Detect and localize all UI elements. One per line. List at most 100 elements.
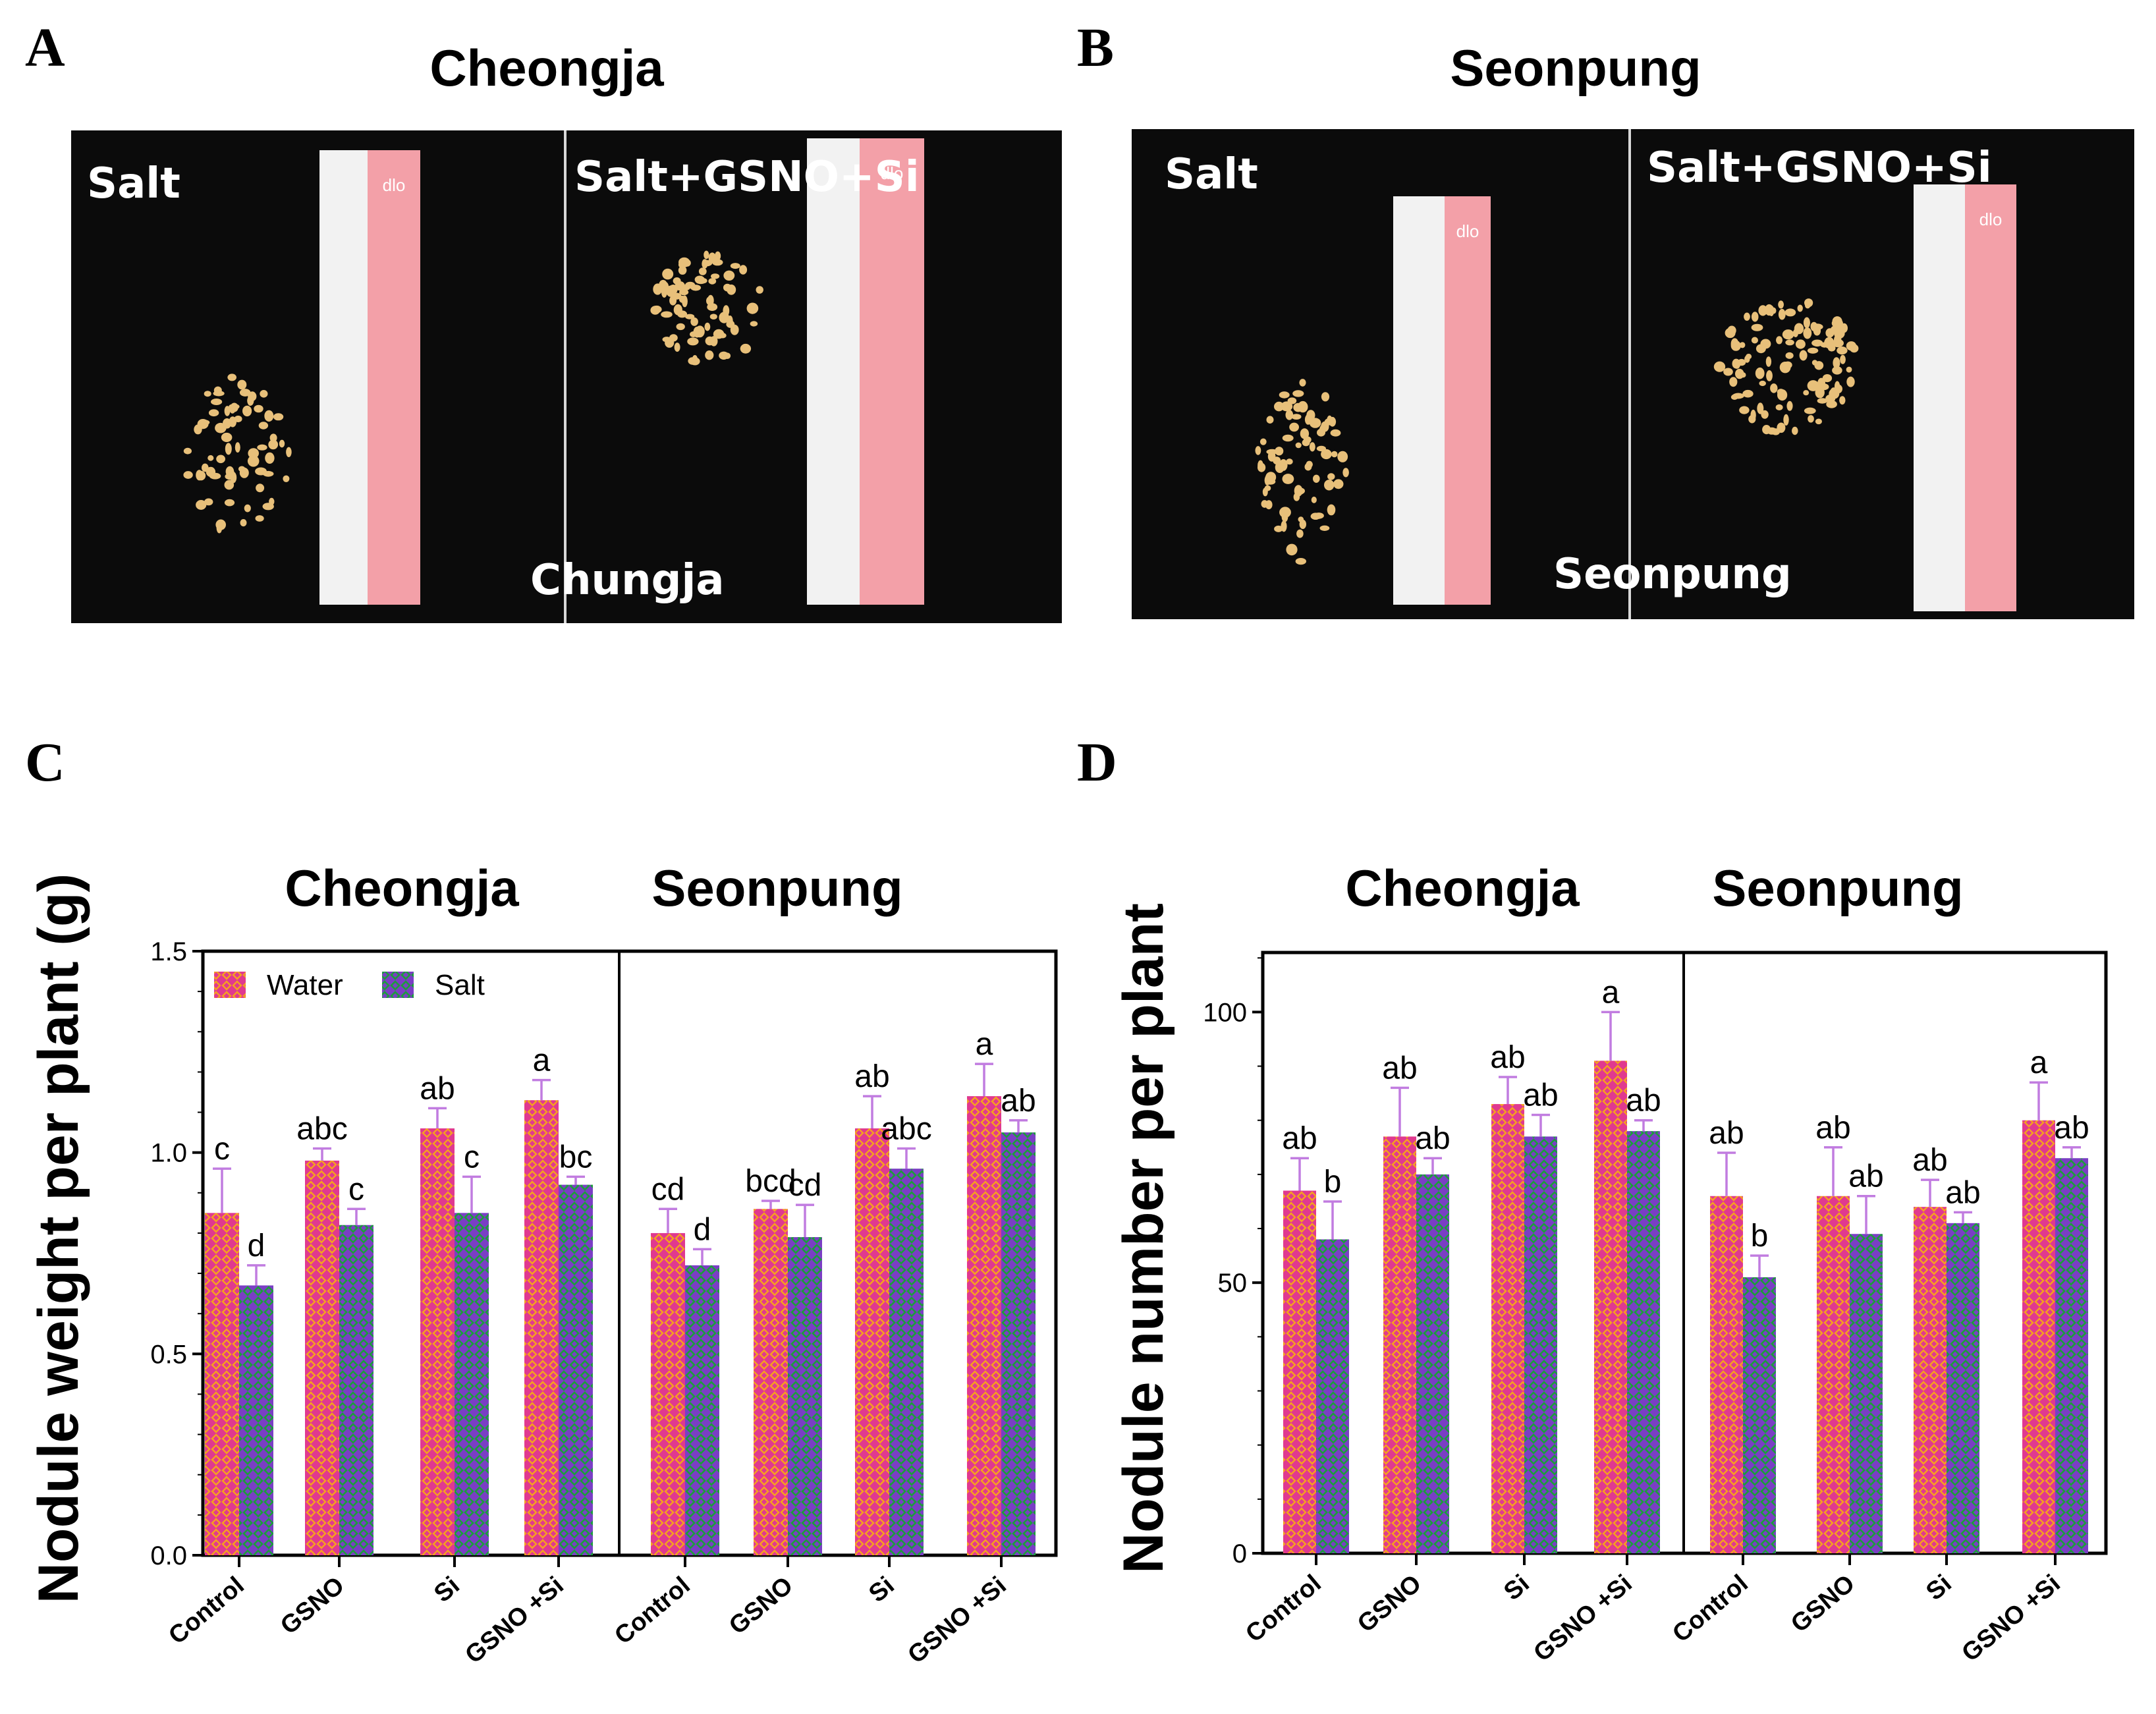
nodule [1782,329,1794,340]
nodule [1833,357,1840,369]
nodule [698,267,707,275]
panel-d-x-tick-label: Si [1499,1570,1535,1606]
nodule [257,444,267,451]
nodule [704,322,711,331]
nodule [240,519,247,527]
nodule [248,391,257,402]
nodule [708,278,717,285]
nodule [685,314,695,319]
panel-c-significance-letter-seonpung-si-water: ab [854,1059,889,1094]
panel-d-x-tick-label: Control [1240,1570,1326,1648]
nodule [711,273,720,279]
panel-a-nodules-salt [183,373,292,534]
nodule [237,379,247,390]
nodule [1298,516,1304,522]
panel-d-y-tick-label: 100 [1203,998,1247,1027]
panel-c-bar-seonpung-si-water [855,1128,889,1555]
nodule [1327,504,1336,516]
panel-b-ruler-right-text: dlo [1979,209,2003,229]
legend-swatch-salt [382,972,414,998]
nodule [250,452,256,459]
panel-b-ruler-left-text: dlo [1456,221,1479,241]
nodule [739,265,748,275]
nodule [183,447,192,455]
nodule [183,471,193,479]
nodule [234,415,242,423]
nodule [202,463,209,472]
nodule [1776,336,1783,345]
panel-a-nodules-treated [650,250,763,366]
panel-b-nodules-salt [1255,379,1349,565]
panel-d-group-title-cheongja: Cheongja [1345,859,1580,917]
panel-d-bar-cheongja-control-salt [1316,1239,1349,1553]
nodule [258,422,269,429]
nodule [1786,401,1793,411]
panel-d-bar-seonpung-si-salt [1947,1223,1979,1553]
nodule [1824,337,1835,349]
nodule [1292,390,1304,397]
nodule [1737,358,1746,366]
nodule [727,316,733,327]
nodule [1797,304,1803,312]
nodule [1817,398,1828,404]
nodule [673,277,681,285]
nodule [1792,426,1798,435]
nodule [706,296,713,306]
nodule [1794,323,1804,335]
nodule [213,386,222,395]
nodule [1304,414,1312,425]
nodule [676,323,685,331]
panel-c: C Nodule weight per plant (g) Cheongja S… [25,732,1058,1669]
nodule [286,447,292,457]
nodule [216,455,225,464]
nodule [681,285,690,291]
panel-d-bar-cheongja-gsno-si-water [1594,1061,1627,1553]
nodule [1783,361,1792,369]
panel-c-bar-cheongja-gsno-water [305,1160,339,1555]
panel-a-photo: dlo dlo Salt Salt+GSNO+Si Chungja [71,130,1062,623]
panel-b-overlay-salt: Salt [1165,150,1258,199]
panel-d-bar-cheongja-gsno-si-salt [1627,1131,1660,1553]
panel-d-x-tick-label: Control [1667,1570,1753,1648]
panel-d-x-tick-label: GSNO [1786,1570,1860,1638]
panel-c-bar-cheongja-gsno-si-water [524,1100,559,1555]
nodule [1266,416,1274,424]
panel-b: B Seonpung dlo dlo Salt Salt+GSNO+Si Seo… [1077,17,2134,619]
panel-c-y-tick-label: 0.0 [150,1541,187,1570]
panel-c-y-axis-title: Nodule weight per plant (g) [27,873,90,1603]
nodule [1837,346,1848,355]
nodule [1739,342,1746,348]
nodule [1327,473,1335,480]
nodule [1296,529,1304,538]
nodule [669,296,677,306]
nodule [221,432,233,443]
panel-d-bar-seonpung-gsno-si-water [2022,1120,2055,1553]
nodule [1730,394,1738,400]
nodule [196,470,206,481]
nodule [1785,339,1794,346]
panel-c-label: C [25,732,65,793]
nodule [1274,401,1285,412]
nodule [216,522,223,534]
panel-c-y-tick-label: 0.5 [150,1340,187,1369]
nodule [1804,407,1816,414]
panel-c-bar-cheongja-si-water [420,1128,455,1555]
nodule [269,433,277,442]
panel-d-bar-cheongja-si-water [1491,1104,1524,1553]
panel-b-title: Seonpung [1450,39,1701,97]
nodule [1810,321,1818,331]
nodule [718,330,724,338]
panel-c-x-tick-label: GSNO [724,1572,798,1640]
nodule [1777,422,1786,433]
legend-label-water: Water [267,969,343,1001]
panel-c-significance-letter-seonpung-gsno-salt: cd [788,1168,822,1203]
nodule [704,250,709,260]
panel-c-significance-letter-seonpung-gsno-si-water: a [976,1027,993,1062]
nodule [1300,428,1310,439]
nodule [1744,355,1750,363]
nodule [1758,305,1767,316]
nodule [1295,442,1302,449]
nodule [1777,389,1785,396]
